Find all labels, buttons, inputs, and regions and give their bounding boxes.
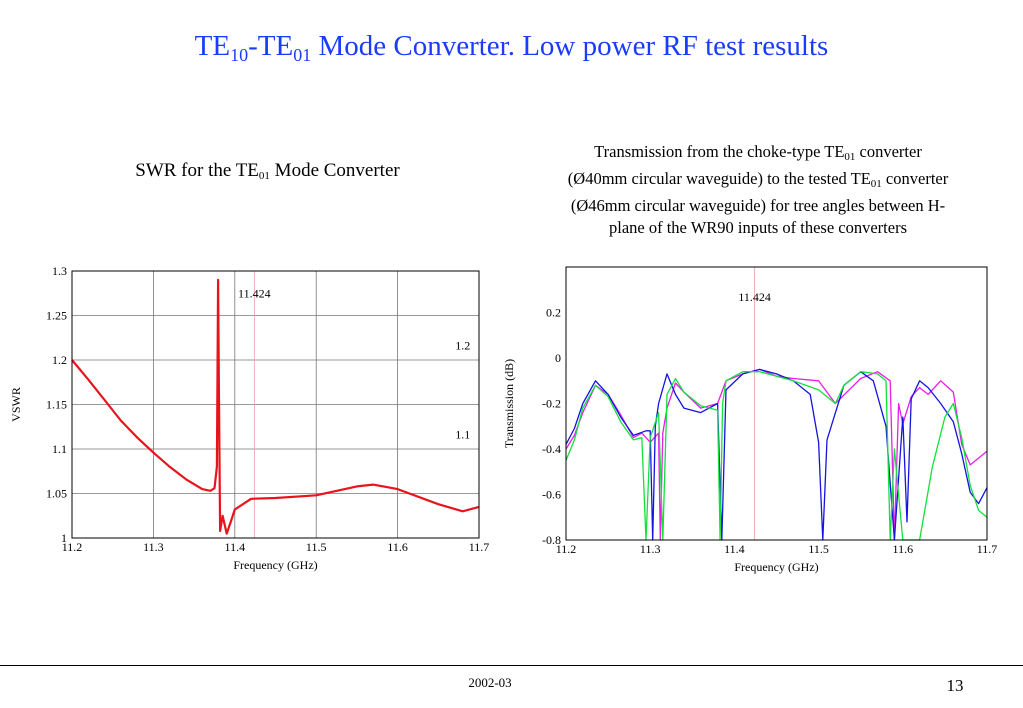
swr-annotation-2: 1.1 — [455, 427, 470, 441]
swr-xtick-label-3: 11.5 — [306, 540, 327, 554]
footer-divider — [0, 665, 1023, 666]
tx-ylabel: Transmission (dB) — [502, 359, 516, 448]
title-sub-b: 01 — [293, 45, 312, 65]
swr-xtick-label-2: 11.4 — [225, 540, 246, 554]
tx-xtick-label-0: 11.2 — [556, 542, 577, 556]
transmission-caption-line-1: Transmission from the choke-type TE01 co… — [538, 141, 978, 168]
title-part-rest: Mode Converter. Low power RF test result… — [311, 30, 829, 62]
tx-xlabel: Frequency (GHz) — [734, 560, 818, 574]
swr-ylabel: VSWR — [9, 387, 23, 422]
tx-ytick-label-4: 0 — [555, 351, 561, 365]
swr-xtick-label-5: 11.7 — [469, 540, 490, 554]
swr-ytick-label-3: 1.15 — [46, 398, 67, 412]
tx-xtick-label-4: 11.6 — [893, 542, 914, 556]
tx-series-2 — [565, 371, 988, 541]
swr-ytick-label-2: 1.1 — [52, 442, 67, 456]
title-part-a: TE — [194, 30, 231, 62]
tc-l1a: Transmission from the choke-type TE — [594, 142, 845, 161]
tc-l1b: converter — [855, 142, 922, 161]
transmission-caption: Transmission from the choke-type TE01 co… — [538, 141, 978, 239]
swr-caption-pre: SWR for the TE — [135, 160, 259, 181]
swr-xtick-label-0: 11.2 — [62, 540, 83, 554]
swr-ytick-label-6: 1.3 — [52, 264, 67, 278]
swr-xlabel: Frequency (GHz) — [233, 558, 317, 572]
title-part-dash: -TE — [248, 30, 294, 62]
title-sub-a: 10 — [230, 45, 249, 65]
tc-l1sub: 01 — [844, 151, 856, 163]
tx-ytick-label-3: -0.2 — [542, 397, 561, 411]
swr-xtick-label-4: 11.6 — [387, 540, 408, 554]
tx-series-1 — [565, 368, 988, 541]
swr-annotation-1: 1.2 — [455, 338, 470, 352]
swr-ytick-label-4: 1.2 — [52, 353, 67, 367]
slide-title: TE10-TE01 Mode Converter. Low power RF t… — [0, 30, 1023, 66]
tx-ytick-label-5: 0.2 — [546, 306, 561, 320]
tx-xtick-label-1: 11.3 — [640, 542, 661, 556]
swr-caption: SWR for the TE01 Mode Converter — [100, 160, 435, 182]
tx-xtick-label-2: 11.4 — [724, 542, 745, 556]
tx-ytick-label-1: -0.6 — [542, 488, 561, 502]
swr-caption-post: Mode Converter — [269, 160, 400, 181]
swr-ytick-label-1: 1.05 — [46, 487, 67, 501]
transmission-caption-line-4: plane of the WR90 inputs of these conver… — [609, 218, 907, 237]
tx-annotation-0: 11.424 — [738, 290, 771, 304]
swr-plot-frame — [71, 270, 480, 539]
transmission-caption-line-3: (Ø46mm circular waveguide) for tree angl… — [570, 196, 946, 215]
tc-l2b: converter — [881, 169, 949, 188]
footer-date: 2002-03 — [468, 675, 512, 690]
tx-ytick-label-2: -0.4 — [542, 442, 561, 456]
page-number: 13 — [946, 676, 964, 695]
tx-xtick-label-5: 11.7 — [977, 542, 998, 556]
tx-plot-frame — [565, 266, 988, 541]
swr-annotation-0: 11.424 — [238, 287, 271, 301]
tc-l2sub: 01 — [870, 178, 882, 190]
swr-series-0 — [71, 278, 480, 535]
swr-ytick-label-5: 1.25 — [46, 309, 67, 323]
tx-ytick-label-0: -0.8 — [542, 533, 561, 547]
transmission-caption-line-2: (Ø40mm circular waveguide) to the tested… — [538, 168, 978, 195]
swr-ytick-label-0: 1 — [61, 531, 67, 545]
swr-xtick-label-1: 11.3 — [143, 540, 164, 554]
tx-xtick-label-3: 11.5 — [808, 542, 829, 556]
swr-caption-sub: 01 — [258, 170, 270, 182]
tc-l2a: (Ø40mm circular waveguide) to the tested… — [567, 169, 871, 188]
